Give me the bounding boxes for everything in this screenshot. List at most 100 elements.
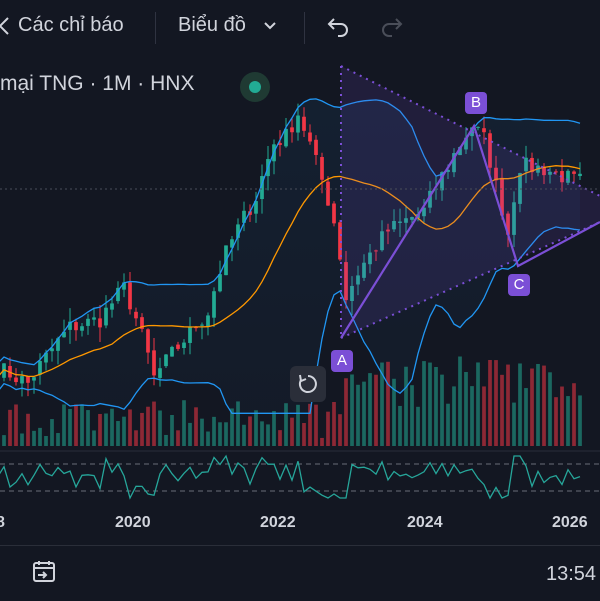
volume-bar: [554, 397, 558, 446]
clock-time: 13:54: [546, 563, 597, 585]
candle: [566, 169, 570, 185]
candle: [206, 312, 210, 336]
reset-chart-button[interactable]: [290, 366, 326, 402]
candle: [56, 336, 60, 365]
candle: [32, 376, 36, 394]
volume-bar: [392, 378, 396, 446]
volume-bar: [56, 433, 60, 446]
volume-bar: [278, 430, 282, 446]
volume-bar: [194, 407, 198, 446]
bollinger-lower-line: [0, 226, 581, 414]
volume-bar: [8, 409, 12, 446]
volume-bar: [68, 408, 72, 446]
volume-bar: [446, 403, 450, 446]
volume-bar: [80, 404, 84, 446]
volume-bar: [116, 421, 120, 446]
volume-bar: [272, 411, 276, 446]
chart-type-button[interactable]: Biểu đồ: [178, 14, 246, 36]
candle: [308, 124, 312, 145]
volume-bar: [212, 416, 216, 446]
candle: [176, 341, 180, 351]
volume-bar: [188, 422, 192, 446]
volume-bar: [32, 430, 36, 446]
volume-bar: [506, 364, 510, 446]
candle: [554, 169, 558, 175]
pattern-point-c[interactable]: C: [508, 274, 530, 296]
candle: [560, 159, 564, 192]
volume-bar: [236, 401, 240, 446]
volume-bar: [254, 410, 258, 446]
volume-bar: [422, 361, 426, 446]
volume-bar: [92, 430, 96, 446]
candle: [284, 118, 288, 148]
bottom-toolbar: [0, 545, 600, 601]
volume-bar: [326, 411, 330, 446]
volume-bar: [374, 374, 378, 446]
candle: [278, 130, 282, 157]
candle: [200, 322, 204, 340]
volume-bar: [308, 403, 312, 446]
volume-bar: [416, 406, 420, 446]
top-toolbar: Các chỉ báo Biểu đồ: [0, 0, 600, 54]
volume-bar: [98, 413, 102, 446]
candle: [392, 209, 396, 233]
candle: [80, 322, 84, 337]
volume-bar: [296, 404, 300, 446]
x-axis-label: 2020: [115, 514, 151, 531]
candle: [182, 339, 186, 355]
volume-bar: [386, 361, 390, 446]
volume-bar: [230, 408, 234, 446]
bollinger-basis-line: [0, 165, 581, 378]
volume-bar: [530, 368, 534, 446]
pattern-point-b[interactable]: B: [465, 92, 487, 114]
candle: [62, 319, 66, 338]
volume-bar: [494, 360, 498, 446]
candle: [482, 116, 486, 145]
volume-bar: [14, 404, 18, 446]
volume-bar: [290, 417, 294, 446]
volume-bar: [398, 405, 402, 446]
date-range-icon[interactable]: [30, 558, 58, 586]
candle: [488, 129, 492, 181]
toolbar-divider: [304, 12, 305, 44]
indicators-button[interactable]: Các chỉ báo: [18, 14, 124, 36]
volume-bar: [452, 386, 456, 446]
volume-bar: [260, 421, 264, 446]
volume-bar: [170, 415, 174, 446]
volume-bar: [572, 383, 576, 446]
candle: [578, 162, 582, 180]
symbol-legend[interactable]: mại TNG · 1M · HNX: [0, 72, 195, 95]
candle: [254, 191, 258, 223]
pattern-point-a[interactable]: A: [331, 350, 353, 372]
candle: [494, 155, 498, 193]
candle: [290, 118, 294, 143]
candle: [332, 201, 336, 227]
candle: [218, 260, 222, 293]
close-icon[interactable]: [0, 12, 14, 40]
candle: [386, 223, 390, 245]
price-chart[interactable]: [0, 54, 600, 545]
candle: [344, 250, 348, 309]
volume-bar: [578, 395, 582, 446]
candle: [356, 265, 360, 296]
volume-bar: [338, 414, 342, 446]
undo-icon[interactable]: [324, 12, 352, 40]
refresh-icon: [298, 374, 317, 393]
candle: [476, 126, 480, 131]
volume-bar: [350, 374, 354, 446]
abc-pattern-line[interactable]: [340, 123, 600, 339]
volume-bar: [548, 372, 552, 446]
redo-icon[interactable]: [378, 12, 406, 40]
volume-bar: [86, 410, 90, 446]
volume-bar: [248, 416, 252, 446]
chevron-down-icon[interactable]: [260, 15, 288, 43]
candle: [98, 305, 102, 343]
volume-bar: [182, 400, 186, 446]
candle: [140, 313, 144, 333]
volume-bar: [518, 363, 522, 446]
volume-bar: [368, 373, 372, 446]
volume-bar: [458, 356, 462, 446]
volume-bar: [536, 363, 540, 446]
volume-bar: [146, 406, 150, 446]
volume-bar: [482, 386, 486, 446]
